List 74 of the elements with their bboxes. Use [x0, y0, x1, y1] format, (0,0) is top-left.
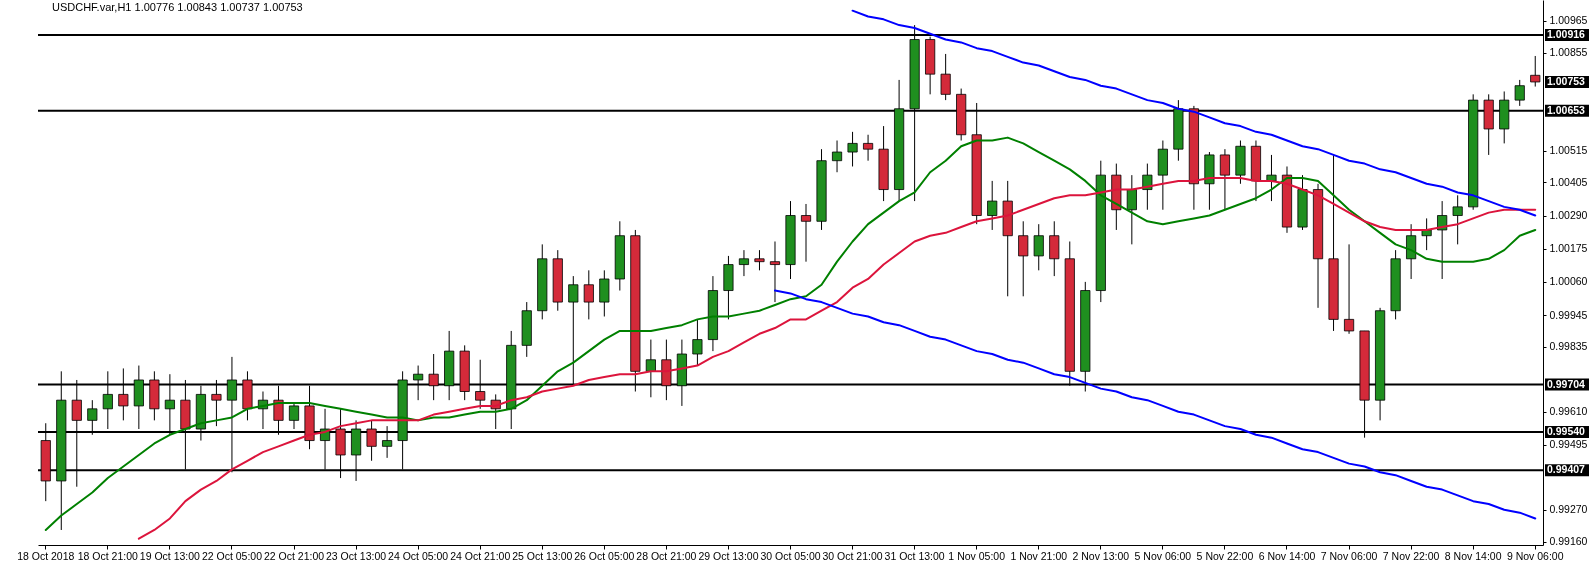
x-tick-label: 9 Nov 06:00: [1506, 549, 1564, 562]
y-tick-label: 0.99610: [1549, 405, 1588, 418]
x-tick-label: 22 Oct 21:00: [263, 549, 325, 562]
y-tick-label: 1.00515: [1549, 144, 1588, 157]
line-series: [851, 9, 1537, 217]
line-series: [773, 289, 1537, 520]
x-tick-label: 31 Oct 13:00: [884, 549, 945, 562]
y-tick-label: 0.99945: [1549, 308, 1588, 321]
x-tick-label: 29 Oct 13:00: [698, 549, 759, 562]
candlestick: [1049, 220, 1060, 277]
candlestick: [1142, 163, 1153, 211]
x-tick-label: 5 Nov 06:00: [1134, 549, 1192, 562]
text: 1.00753: [1547, 74, 1586, 87]
y-tick-label: 1.00965: [1549, 14, 1588, 27]
x-tick-label: 8 Nov 14:00: [1444, 549, 1502, 562]
candlestick: [1219, 148, 1230, 211]
y-tick-label: 1.00405: [1549, 175, 1588, 188]
candlestick: [1437, 200, 1448, 280]
candlestick: [1033, 223, 1044, 271]
candlestick: [1530, 55, 1541, 88]
candlestick: [754, 249, 765, 271]
x-tick-label: 5 Nov 22:00: [1196, 549, 1254, 562]
x-tick-label: 22 Oct 05:00: [201, 549, 263, 562]
x-tick-label: 7 Nov 22:00: [1382, 549, 1440, 562]
candlestick: [288, 402, 300, 430]
x-tick-label: 30 Oct 21:00: [822, 549, 883, 562]
candlestick: [1266, 154, 1277, 202]
x-tick-label: 19 Oct 13:00: [139, 549, 201, 562]
x-tick-label: 1 Nov 21:00: [1010, 549, 1068, 562]
candlestick: [1344, 243, 1355, 335]
x-tick-label: 18 Oct 21:00: [77, 549, 139, 562]
candlestick: [847, 131, 858, 167]
x-tick-label: 1 Nov 05:00: [948, 549, 1006, 562]
y-tick-label: 1.00290: [1549, 209, 1588, 222]
y-tick-label: 0.99495: [1549, 438, 1588, 451]
candlestick: [987, 180, 998, 231]
candlestick: [940, 53, 951, 101]
candlestick: [738, 249, 750, 277]
candlestick: [1018, 220, 1029, 297]
x-tick-label: 18 Oct 2018: [17, 549, 75, 562]
ref-line-label: 0.99704: [1547, 377, 1586, 390]
y-tick-label: 1.00175: [1549, 242, 1588, 255]
candlestick: [831, 140, 843, 173]
ref-line-label: 0.99540: [1547, 424, 1586, 437]
ref-line-label: 1.00916: [1547, 27, 1586, 40]
candlestick: [769, 240, 781, 303]
candlestick: [1452, 194, 1463, 245]
chart-title: USDCHF.var,H1 1.00776 1.00843 1.00737 1.00753: [52, 1, 303, 13]
y-tick-label: 1.00855: [1549, 46, 1588, 59]
x-tick-label: 24 Oct 05:00: [388, 549, 449, 562]
x-tick-label: 26 Oct 05:00: [574, 549, 635, 562]
y-tick-label: 0.99160: [1549, 535, 1588, 548]
x-tick-label: 30 Oct 05:00: [760, 549, 821, 562]
candlestick: [1406, 223, 1417, 280]
x-tick-label: 7 Nov 06:00: [1320, 549, 1378, 562]
candlestick: [863, 134, 874, 162]
line-series: [44, 136, 1537, 531]
ref-line-label: 1.00653: [1547, 103, 1586, 116]
candlestick: [583, 269, 594, 320]
x-tick-label: 6 Nov 14:00: [1258, 549, 1316, 562]
y-tick-label: 0.99835: [1549, 340, 1588, 353]
x-tick-label: 28 Oct 21:00: [636, 549, 697, 562]
y-tick-label: 0.99270: [1549, 503, 1588, 516]
candlestick: [1126, 174, 1137, 245]
x-tick-label: 23 Oct 13:00: [326, 549, 387, 562]
candlestick: [599, 269, 610, 317]
x-tick-label: 2 Nov 13:00: [1072, 549, 1130, 562]
x-tick-label: 24 Oct 21:00: [450, 549, 511, 562]
x-tick-label: 25 Oct 13:00: [512, 549, 573, 562]
ref-line-label: 0.99407: [1547, 463, 1586, 476]
candlestick: [800, 203, 812, 263]
candlestick: [692, 318, 703, 367]
y-tick-label: 1.00060: [1549, 275, 1588, 288]
candlestick: [1514, 79, 1525, 107]
